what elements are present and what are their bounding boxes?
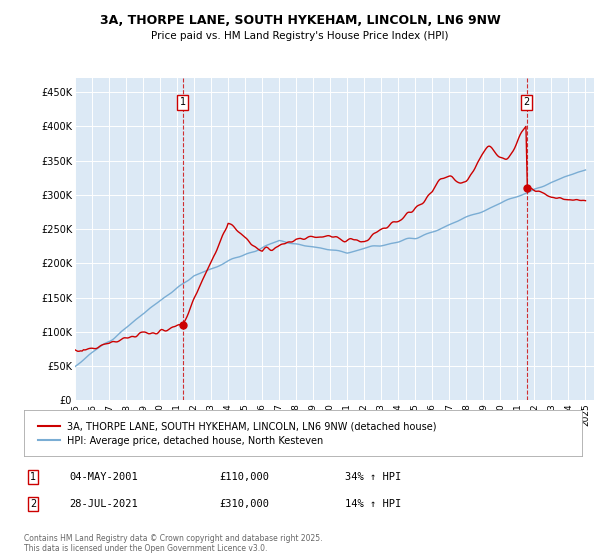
Text: 2: 2 — [523, 97, 530, 108]
Text: 34% ↑ HPI: 34% ↑ HPI — [345, 472, 401, 482]
Text: 1: 1 — [179, 97, 186, 108]
Text: 1: 1 — [30, 472, 36, 482]
Legend: 3A, THORPE LANE, SOUTH HYKEHAM, LINCOLN, LN6 9NW (detached house), HPI: Average : 3A, THORPE LANE, SOUTH HYKEHAM, LINCOLN,… — [34, 417, 441, 450]
Text: 2: 2 — [30, 499, 36, 509]
Text: 14% ↑ HPI: 14% ↑ HPI — [345, 499, 401, 509]
Text: £110,000: £110,000 — [219, 472, 269, 482]
Text: 28-JUL-2021: 28-JUL-2021 — [69, 499, 138, 509]
Text: 04-MAY-2001: 04-MAY-2001 — [69, 472, 138, 482]
Text: £310,000: £310,000 — [219, 499, 269, 509]
Text: Contains HM Land Registry data © Crown copyright and database right 2025.
This d: Contains HM Land Registry data © Crown c… — [24, 534, 323, 553]
Text: Price paid vs. HM Land Registry's House Price Index (HPI): Price paid vs. HM Land Registry's House … — [151, 31, 449, 41]
Text: 3A, THORPE LANE, SOUTH HYKEHAM, LINCOLN, LN6 9NW: 3A, THORPE LANE, SOUTH HYKEHAM, LINCOLN,… — [100, 14, 500, 27]
